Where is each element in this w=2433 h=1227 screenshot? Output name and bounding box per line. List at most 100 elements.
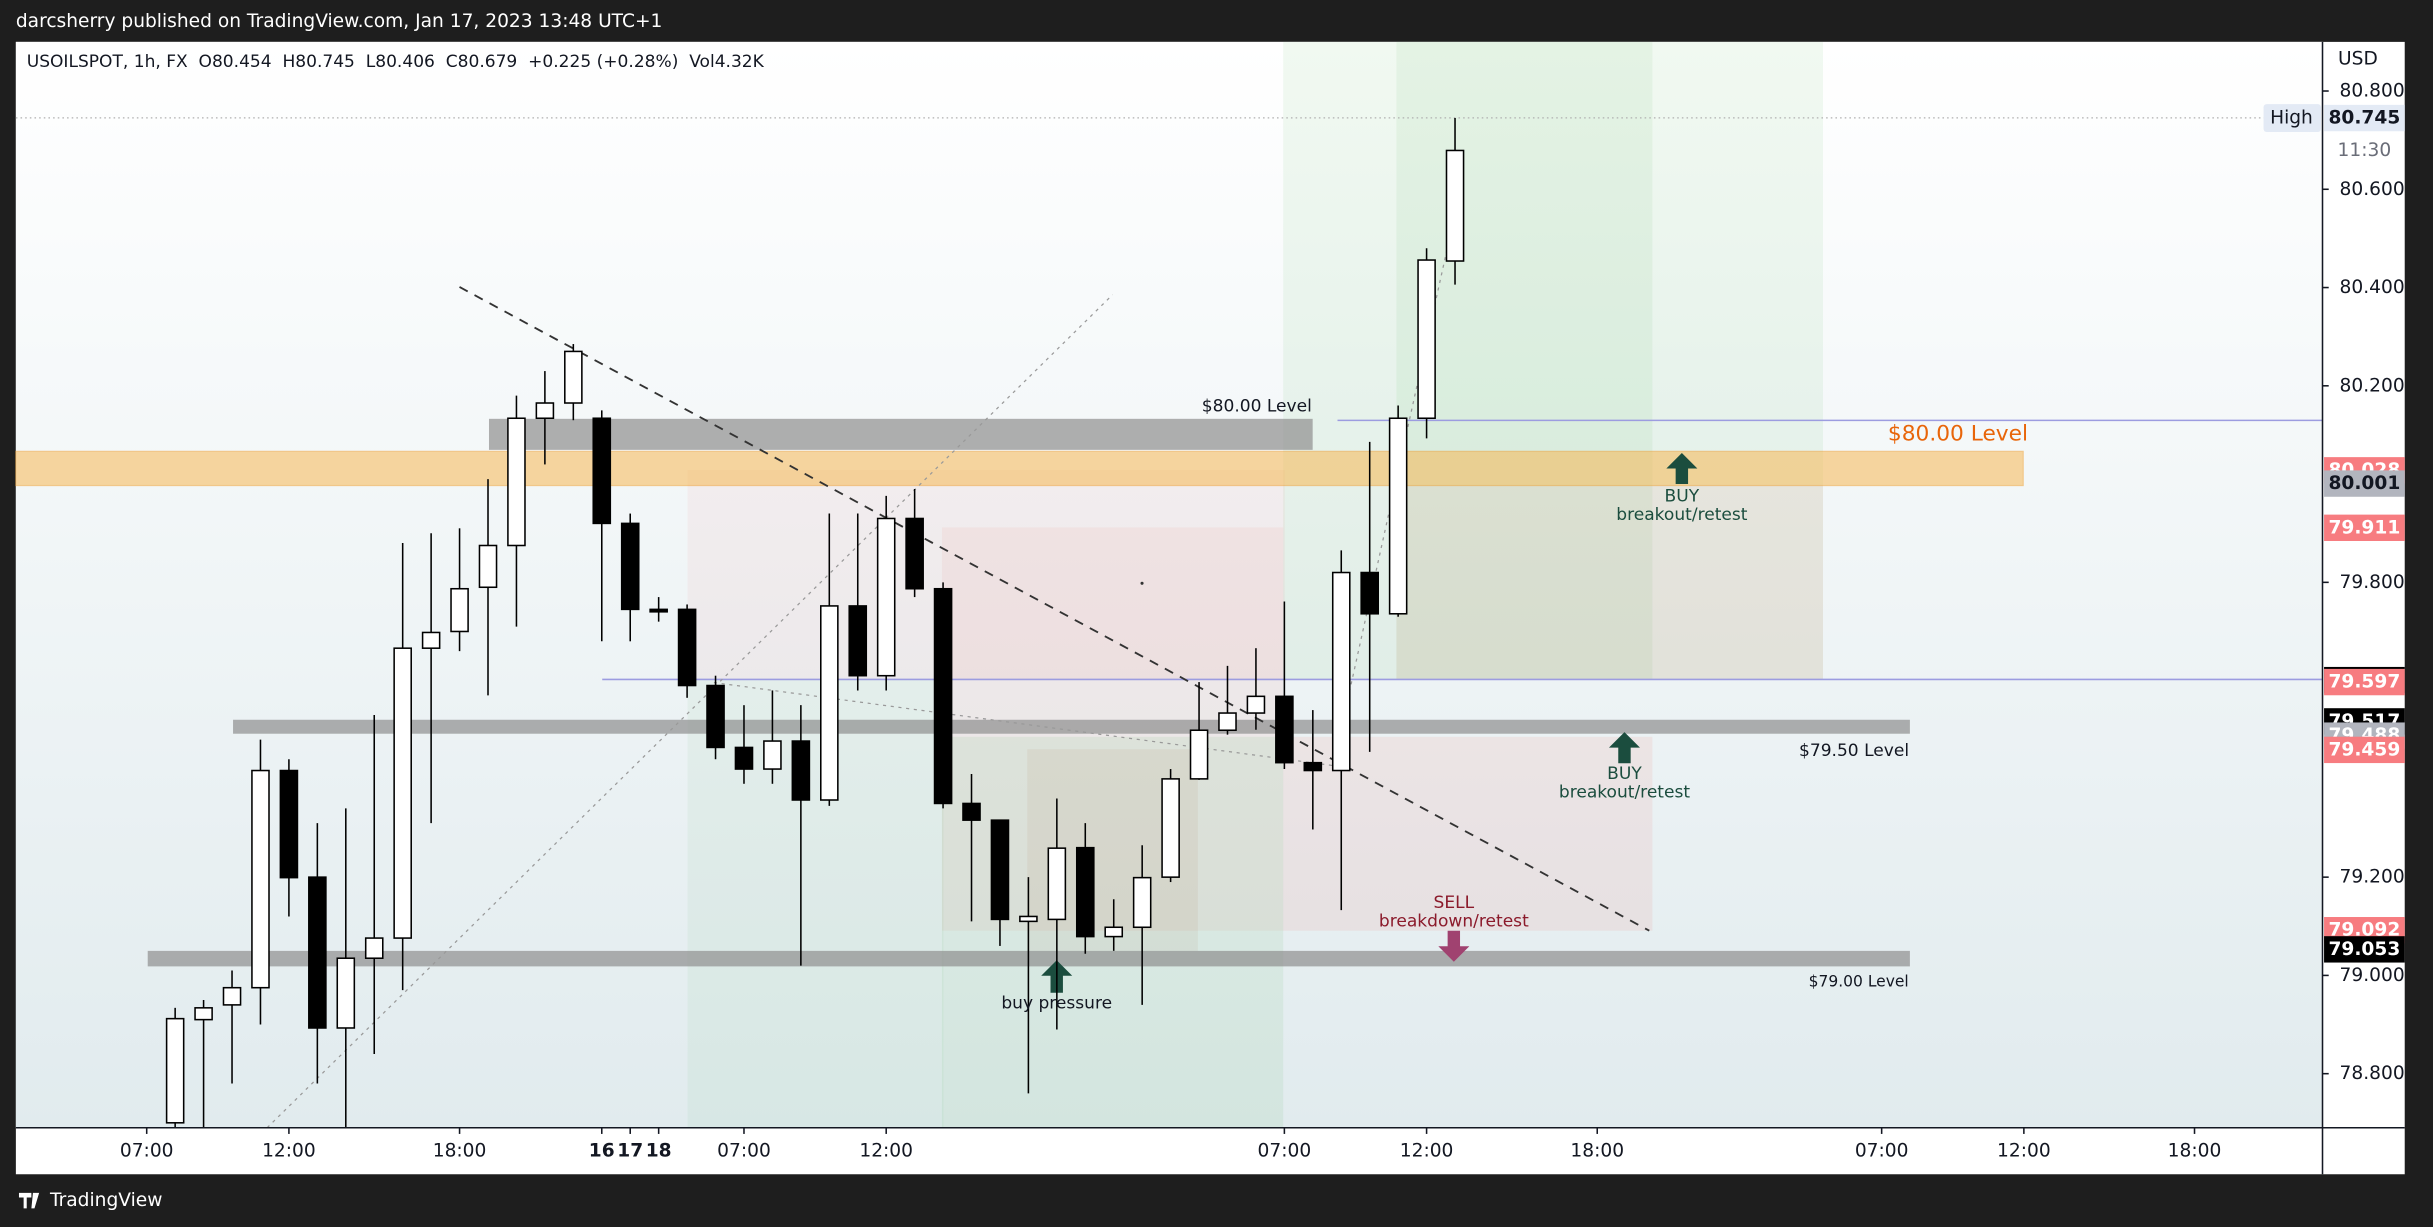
annotation: $80.00 Level: [1202, 396, 1312, 416]
x-tick-label: 18:00: [2168, 1140, 2222, 1161]
candle-body: [450, 587, 469, 633]
annotation: $80.00 Level: [1888, 421, 2028, 446]
candle-body: [620, 522, 640, 611]
price-marker-label: 79.459: [2328, 739, 2400, 760]
candle-body: [962, 802, 981, 821]
y-tick-label: 79.800: [2340, 572, 2405, 593]
x-tick-label: 18: [646, 1140, 672, 1161]
price-marker-label: 80.745: [2328, 108, 2400, 129]
trend-line: [459, 286, 1650, 932]
candle-body: [564, 350, 583, 404]
candle-body: [194, 1007, 213, 1021]
candle-body: [1132, 876, 1152, 929]
price-marker: [2324, 736, 2405, 764]
sell-arrow: [1438, 930, 1470, 962]
candle-body: [876, 517, 896, 677]
candle-body: [1075, 846, 1095, 938]
countdown: 11:30: [2338, 140, 2392, 161]
zones: [15, 41, 2323, 1129]
y-tick-label: 80.200: [2340, 375, 2405, 396]
x-tick-label: 12:00: [1997, 1140, 2051, 1161]
candle-body: [848, 605, 868, 677]
stop-zone: [1396, 485, 1824, 680]
candle-body: [478, 544, 498, 589]
candle-body: [649, 608, 668, 613]
x-tick-label: 07:00: [120, 1140, 174, 1161]
annotation: $79.50 Level: [1799, 741, 1909, 761]
price-marker-label: 79.092: [2328, 920, 2400, 941]
x-tick-label: 12:00: [1400, 1140, 1454, 1161]
candle-body: [251, 769, 270, 989]
candles: [165, 118, 1465, 1128]
candle-body: [1445, 149, 1465, 262]
brand-logo: [18, 1192, 40, 1209]
candle-body: [1218, 712, 1237, 732]
candle-body: [507, 417, 526, 547]
candle-body: [677, 608, 697, 687]
price-marker: [2324, 514, 2405, 541]
currency: USD: [2338, 48, 2378, 69]
x-tick-label: 07:00: [1855, 1140, 1909, 1161]
target-zone: [687, 679, 944, 1128]
annotation: breakout/retest: [1616, 505, 1747, 525]
candle-body: [1246, 695, 1266, 714]
stop-zone: [687, 470, 1285, 680]
annotation: BUY: [1665, 486, 1700, 506]
y-tick-label: 79.200: [2340, 867, 2405, 888]
candle-body: [393, 647, 412, 939]
price-marker: [2324, 668, 2405, 696]
candle-body: [1104, 926, 1124, 938]
annotation: $79.00 Level: [1809, 972, 1909, 990]
annotation: BUY: [1607, 764, 1642, 784]
y-tick-label: 80.600: [2340, 179, 2405, 200]
candle-body: [1417, 259, 1436, 420]
level-band: [15, 450, 2024, 487]
annotation: breakdown/retest: [1379, 911, 1529, 931]
level-band: [488, 418, 1313, 450]
candle-body: [1047, 847, 1067, 921]
x-tick-label: 18:00: [433, 1140, 487, 1161]
trend-line: [713, 681, 1350, 769]
candle-body: [421, 631, 441, 649]
candle-body: [1275, 695, 1294, 764]
candle-body: [990, 819, 1010, 921]
price-marker-label: 79.911: [2328, 517, 2400, 538]
candle-body: [933, 587, 953, 805]
x-tick-label: 12:00: [262, 1140, 316, 1161]
candle-body: [791, 740, 811, 801]
price-marker-label: 80.001: [2328, 473, 2400, 494]
candle-body: [336, 957, 356, 1029]
candle-body: [905, 517, 924, 590]
x-tick-label: 17: [617, 1140, 643, 1161]
price-marker: [2324, 470, 2405, 497]
y-tick-label: 79.000: [2340, 965, 2405, 986]
candle-body: [364, 937, 384, 959]
candle-body: [592, 417, 612, 525]
candle-body: [1360, 571, 1380, 615]
candle-body: [165, 1017, 185, 1124]
x-tick-label: 18:00: [1570, 1140, 1624, 1161]
dot: [1140, 581, 1144, 585]
y-tick-label: 80.400: [2340, 277, 2405, 298]
candle-body: [1161, 778, 1180, 878]
candle-body: [1331, 571, 1351, 772]
publish-header: darcsherry published on TradingView.com,…: [16, 11, 663, 32]
candle-body: [222, 986, 242, 1006]
annotation: buy pressure: [1001, 994, 1112, 1014]
x-tick-label: 07:00: [1258, 1140, 1312, 1161]
symbol-legend: USOILSPOT, 1h, FX O80.454 H80.745 L80.40…: [27, 52, 765, 72]
x-tick-label: 12:00: [859, 1140, 913, 1161]
candle-body: [308, 876, 327, 1029]
candle-body: [734, 746, 754, 770]
candle-body: [279, 769, 299, 879]
candle-body: [1388, 417, 1408, 615]
target-zone: [1396, 41, 1653, 680]
candle-body: [763, 740, 782, 770]
price-marker-label: 79.053: [2328, 939, 2400, 960]
axes: 78.800 79.000 79.200 79.800 80.200 80.400 80.6…: [120, 81, 2405, 1161]
brand: TradingView: [49, 1190, 162, 1211]
candle-body: [1019, 915, 1038, 923]
buy-arrow: [1666, 452, 1698, 484]
